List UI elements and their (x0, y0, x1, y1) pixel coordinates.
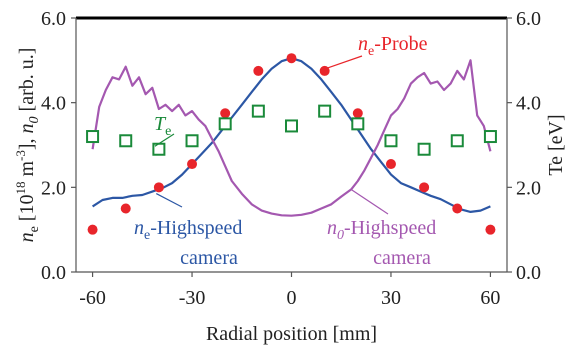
y-right-tick-label: 4.0 (516, 93, 541, 115)
annotation-n0-highspeed-leader (350, 188, 389, 215)
data-point-ne-probe (253, 65, 264, 76)
data-point-te (351, 117, 365, 131)
data-point-te (285, 119, 298, 133)
data-point-te (318, 104, 332, 118)
data-point-ne-probe (120, 203, 131, 214)
annotation-ne-probe-leader (327, 55, 363, 69)
data-point-ne-probe (352, 108, 363, 119)
data-point-ne-probe (187, 159, 198, 170)
x-tick-label: -60 (79, 287, 106, 309)
annotation-ne-highspeed: ne-Highspeed (134, 217, 242, 243)
series-line-n0-highspeed-camera (91, 59, 492, 217)
annotation-te: Te (154, 113, 171, 139)
y-left-tick-label: 0.0 (41, 262, 66, 284)
y-right-tick-label: 6.0 (516, 8, 541, 30)
y-left-tick-label: 6.0 (41, 8, 66, 30)
data-point-ne-probe (452, 203, 463, 214)
data-point-ne-probe (153, 182, 164, 193)
annotation-n0-highspeed-line2: camera (373, 247, 431, 269)
x-tick-label: 0 (287, 287, 297, 309)
y-right-tick-label: 2.0 (516, 177, 541, 199)
y-left-tick-label: 2.0 (41, 177, 66, 199)
data-point-ne-probe (419, 182, 430, 193)
x-tick-label: 30 (381, 287, 401, 309)
annotation-ne-probe: ne-Probe (358, 33, 428, 59)
y-left-tick-label: 4.0 (41, 93, 66, 115)
data-point-ne-probe (220, 108, 231, 119)
annotation-ne-highspeed-leader (155, 193, 183, 208)
data-point-te (483, 130, 497, 144)
data-point-te (450, 134, 464, 148)
x-tick-label: 60 (480, 287, 500, 309)
annotation-ne-highspeed-line2: camera (180, 247, 238, 269)
y-right-tick-label: 0.0 (516, 262, 541, 284)
data-point-ne-probe (485, 224, 496, 235)
data-point-te (384, 134, 398, 148)
data-point-te (251, 104, 265, 118)
annotation-te-leader (154, 133, 175, 147)
data-point-ne-probe (319, 65, 330, 76)
data-point-te (86, 130, 100, 144)
data-point-ne-probe (385, 159, 396, 170)
data-point-ne-probe (286, 53, 297, 64)
data-point-te (152, 142, 166, 156)
data-point-te (218, 117, 232, 131)
data-point-te (417, 142, 431, 156)
data-point-te (119, 134, 133, 148)
y-axis-left-title: ne [1018 m-3], n0 [arb. u.] (13, 48, 42, 243)
annotation-n0-highspeed: n0-Highspeed (327, 217, 436, 243)
y-axis-right-title: Te [eV] (545, 114, 567, 175)
series-line-ne-highspeed-camera (92, 57, 491, 213)
x-axis-title: Radial position [mm] (206, 323, 377, 345)
data-point-te (185, 134, 199, 148)
x-tick-label: -30 (179, 287, 206, 309)
data-point-ne-probe (87, 224, 98, 235)
